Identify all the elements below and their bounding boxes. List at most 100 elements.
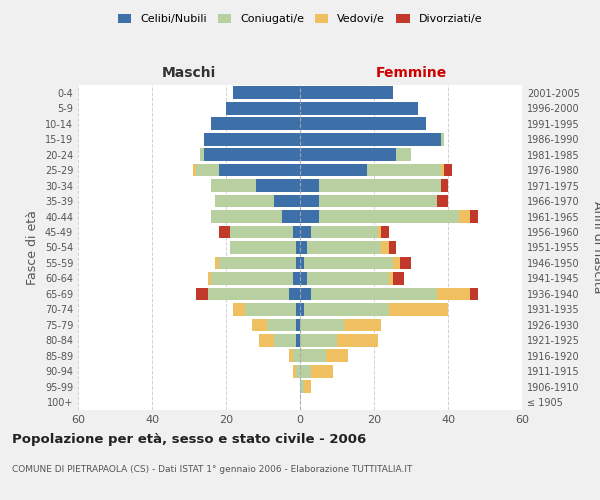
Bar xyxy=(337,334,378,346)
Bar xyxy=(289,350,293,362)
Bar xyxy=(296,256,300,270)
Y-axis label: Anni di nascita: Anni di nascita xyxy=(591,201,600,294)
Bar xyxy=(296,365,300,378)
Text: Maschi: Maschi xyxy=(162,66,216,80)
Bar xyxy=(300,380,304,393)
Bar xyxy=(300,226,311,238)
Bar xyxy=(445,164,452,176)
Bar xyxy=(296,318,300,331)
Bar xyxy=(281,210,300,223)
Bar xyxy=(274,334,296,346)
Bar xyxy=(208,288,289,300)
Bar xyxy=(245,303,296,316)
Bar xyxy=(300,118,426,130)
Bar xyxy=(211,179,256,192)
Bar xyxy=(300,102,418,115)
Bar xyxy=(230,226,293,238)
Bar xyxy=(230,241,296,254)
Bar xyxy=(274,194,300,207)
Bar xyxy=(289,288,300,300)
Bar xyxy=(293,350,300,362)
Bar xyxy=(193,164,196,176)
Bar xyxy=(326,350,348,362)
Bar xyxy=(440,164,445,176)
Bar xyxy=(440,179,448,192)
Bar xyxy=(233,303,245,316)
Bar xyxy=(307,241,382,254)
Bar xyxy=(196,164,218,176)
Bar xyxy=(300,148,396,161)
Bar xyxy=(319,179,440,192)
Bar xyxy=(200,148,204,161)
Bar xyxy=(344,318,382,331)
Bar xyxy=(300,194,319,207)
Text: COMUNE DI PIETRAPAOLA (CS) - Dati ISTAT 1° gennaio 2006 - Elaborazione TUTTITALI: COMUNE DI PIETRAPAOLA (CS) - Dati ISTAT … xyxy=(12,466,412,474)
Bar xyxy=(300,256,304,270)
Bar xyxy=(470,288,478,300)
Bar xyxy=(218,226,230,238)
Bar xyxy=(389,241,396,254)
Bar xyxy=(204,133,300,145)
Bar xyxy=(211,118,300,130)
Bar xyxy=(300,350,326,362)
Bar xyxy=(304,380,311,393)
Bar xyxy=(196,288,208,300)
Bar xyxy=(319,210,459,223)
Bar xyxy=(211,210,281,223)
Bar xyxy=(459,210,470,223)
Legend: Celibi/Nubili, Coniugati/e, Vedovi/e, Divorziati/e: Celibi/Nubili, Coniugati/e, Vedovi/e, Di… xyxy=(115,10,485,28)
Bar xyxy=(208,272,211,285)
Y-axis label: Fasce di età: Fasce di età xyxy=(26,210,39,285)
Bar xyxy=(378,226,382,238)
Bar xyxy=(396,148,411,161)
Bar xyxy=(218,164,300,176)
Bar xyxy=(215,256,218,270)
Bar xyxy=(382,241,389,254)
Bar xyxy=(300,318,344,331)
Bar xyxy=(300,303,304,316)
Bar xyxy=(296,303,300,316)
Bar xyxy=(296,334,300,346)
Bar xyxy=(304,256,392,270)
Bar xyxy=(256,179,300,192)
Bar xyxy=(296,241,300,254)
Bar xyxy=(300,164,367,176)
Bar xyxy=(259,334,274,346)
Bar xyxy=(300,179,319,192)
Bar xyxy=(204,148,300,161)
Text: Femmine: Femmine xyxy=(376,66,446,80)
Bar xyxy=(226,102,300,115)
Text: Popolazione per età, sesso e stato civile - 2006: Popolazione per età, sesso e stato civil… xyxy=(12,432,366,446)
Bar xyxy=(300,133,440,145)
Bar xyxy=(252,318,267,331)
Bar xyxy=(311,288,437,300)
Bar xyxy=(307,272,389,285)
Bar xyxy=(470,210,478,223)
Bar xyxy=(440,133,445,145)
Bar xyxy=(389,272,392,285)
Bar xyxy=(437,194,448,207)
Bar xyxy=(267,318,296,331)
Bar xyxy=(293,365,296,378)
Bar xyxy=(319,194,437,207)
Bar xyxy=(400,256,411,270)
Bar xyxy=(293,226,300,238)
Bar xyxy=(300,272,307,285)
Bar xyxy=(304,303,389,316)
Bar xyxy=(311,365,334,378)
Bar xyxy=(300,86,392,99)
Bar xyxy=(293,272,300,285)
Bar xyxy=(392,272,404,285)
Bar xyxy=(382,226,389,238)
Bar xyxy=(311,226,378,238)
Bar xyxy=(211,272,293,285)
Bar xyxy=(300,210,319,223)
Bar xyxy=(215,194,274,207)
Bar xyxy=(300,334,337,346)
Bar xyxy=(389,303,448,316)
Bar xyxy=(218,256,296,270)
Bar xyxy=(392,256,400,270)
Bar xyxy=(300,288,311,300)
Bar xyxy=(367,164,440,176)
Bar xyxy=(437,288,470,300)
